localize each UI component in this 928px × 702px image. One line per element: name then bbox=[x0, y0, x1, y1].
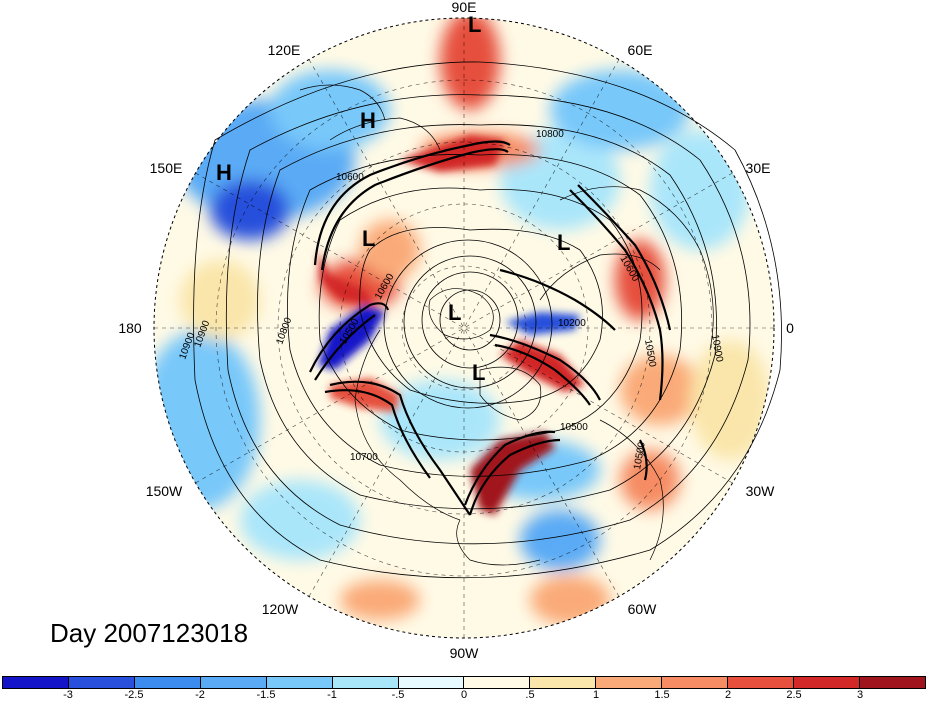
low-center: L bbox=[468, 12, 481, 37]
colorbar bbox=[2, 676, 926, 689]
colorbar-swatch bbox=[859, 677, 925, 688]
contour-label: 10800 bbox=[536, 129, 564, 140]
lon-label-30e: 30E bbox=[746, 160, 771, 176]
colorbar-swatch bbox=[596, 677, 663, 688]
colorbar-swatch bbox=[134, 677, 201, 688]
colorbar-tick-label: 2 bbox=[724, 689, 732, 701]
colorbar-tick-label: -2 bbox=[195, 689, 205, 701]
colorbar-tick-labels: -3 -2.5 -2 -1.5 -1 -.5 0 .5 1 1.5 2 2.5 3 bbox=[2, 689, 926, 702]
colorbar-swatch bbox=[464, 677, 531, 688]
low-center: L bbox=[448, 300, 461, 325]
colorbar-tick-label: -1 bbox=[327, 689, 337, 701]
coastlines bbox=[299, 84, 714, 566]
colorbar-swatch bbox=[530, 677, 597, 688]
pressure-centers: L H H L L L L bbox=[216, 12, 570, 385]
map-boundary bbox=[153, 17, 775, 639]
colorbar-swatch bbox=[332, 677, 399, 688]
colorbar-tick-label: -3 bbox=[63, 689, 73, 701]
colorbar-tick-label: 1 bbox=[592, 689, 600, 701]
low-center: L bbox=[557, 230, 570, 255]
contour-label: 10500 bbox=[642, 339, 658, 369]
colorbar-tick-label: 3 bbox=[856, 689, 864, 701]
colorbar-tick-label: -2.5 bbox=[124, 689, 144, 701]
lon-label-0: 0 bbox=[786, 320, 794, 336]
lon-label-120w: 120W bbox=[262, 601, 299, 617]
lon-label-180: 180 bbox=[118, 320, 142, 336]
lon-label-150e: 150E bbox=[150, 160, 183, 176]
colorbar-tick-label: 2.5 bbox=[786, 689, 802, 701]
contour-label: 10700 bbox=[350, 452, 378, 463]
low-center: L bbox=[472, 360, 485, 385]
colorbar-tick-label: -1.5 bbox=[256, 689, 276, 701]
high-center: H bbox=[216, 160, 232, 185]
lon-label-60e: 60E bbox=[628, 42, 653, 58]
lon-label-90w: 90W bbox=[450, 645, 480, 661]
lon-label-120e: 120E bbox=[268, 42, 301, 58]
colorbar-swatch bbox=[728, 677, 795, 688]
colorbar-swatch bbox=[3, 677, 69, 688]
colorbar-swatch bbox=[398, 677, 465, 688]
colorbar-tick-label: 1.5 bbox=[654, 689, 670, 701]
lon-label-60w: 60W bbox=[628, 601, 658, 617]
lon-label-90e: 90E bbox=[452, 0, 477, 15]
colorbar-swatch bbox=[200, 677, 267, 688]
colorbar-tick-label: 0 bbox=[460, 689, 468, 701]
contour-label: 10900 bbox=[709, 334, 725, 364]
contour-label: 10500 bbox=[560, 422, 588, 433]
high-center: H bbox=[360, 108, 376, 133]
lon-label-30w: 30W bbox=[746, 483, 776, 499]
contour-label: 10500 bbox=[632, 441, 648, 471]
colorbar-swatch bbox=[662, 677, 729, 688]
height-contours bbox=[193, 61, 782, 579]
colorbar-swatch bbox=[794, 677, 860, 688]
map-title: Day 2007123018 bbox=[50, 618, 249, 648]
colorbar-swatch bbox=[68, 677, 135, 688]
jet-contours bbox=[309, 140, 672, 516]
longitude-labels: 90E 60E 30E 0 30W 60W 90W 120W 150W 180 … bbox=[118, 0, 794, 661]
colorbar-tick-label: -.5 bbox=[391, 689, 405, 701]
low-center: L bbox=[362, 226, 375, 251]
colorbar-swatch bbox=[266, 677, 333, 688]
contour-label: 10200 bbox=[558, 318, 586, 329]
contour-label: 10600 bbox=[336, 172, 364, 183]
colorbar-tick-label: .5 bbox=[525, 689, 535, 701]
lon-label-150w: 150W bbox=[146, 483, 183, 499]
